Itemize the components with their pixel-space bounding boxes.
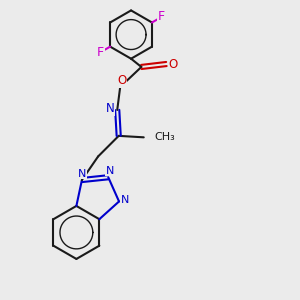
Text: F: F bbox=[97, 46, 104, 59]
Text: N: N bbox=[121, 195, 130, 205]
Text: N: N bbox=[78, 169, 86, 178]
Text: CH₃: CH₃ bbox=[154, 132, 175, 142]
Text: O: O bbox=[168, 58, 178, 70]
Text: O: O bbox=[117, 74, 126, 87]
Text: N: N bbox=[106, 166, 114, 176]
Text: F: F bbox=[158, 11, 165, 23]
Text: N: N bbox=[106, 102, 114, 115]
